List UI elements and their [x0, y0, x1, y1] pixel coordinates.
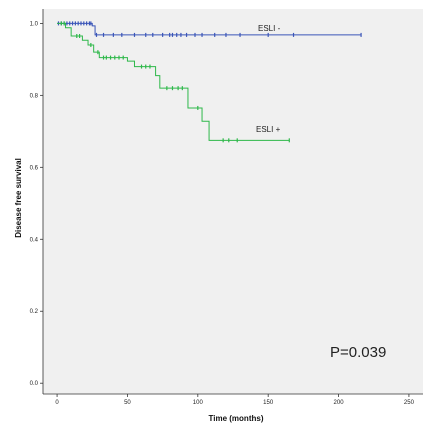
y-tick-label: 0.4 [30, 237, 39, 243]
x-tick-label: 200 [334, 400, 345, 406]
y-tick-label: 0.8 [30, 93, 39, 99]
axes: 0 50 100 150 200 250 0.0 0.2 0.4 0.6 0.8 1.0 [30, 9, 423, 406]
y-axis-label: Disease free survival [14, 158, 23, 238]
y-tick-label: 0.0 [30, 381, 39, 387]
x-axis-label: Time (months) [209, 414, 264, 423]
x-tick-label: 150 [263, 400, 274, 406]
y-tick-label: 0.6 [30, 165, 39, 171]
x-tick-label: 250 [404, 400, 415, 406]
y-tick-label: 0.2 [30, 309, 39, 315]
plot-background [43, 9, 423, 394]
p-value-annotation: P=0.039 [330, 344, 386, 361]
x-tick-label: 50 [124, 400, 131, 406]
y-tick-label: 1.0 [30, 21, 39, 27]
series-label-esli-negative: ESLI - [258, 24, 281, 33]
series-layer [57, 21, 362, 143]
x-tick-label: 0 [55, 400, 59, 406]
series-label-esli-positive: ESLI + [256, 125, 281, 134]
series-esli-negative [57, 21, 362, 37]
x-tick-label: 100 [193, 400, 204, 406]
series-esli-positive [57, 21, 290, 143]
